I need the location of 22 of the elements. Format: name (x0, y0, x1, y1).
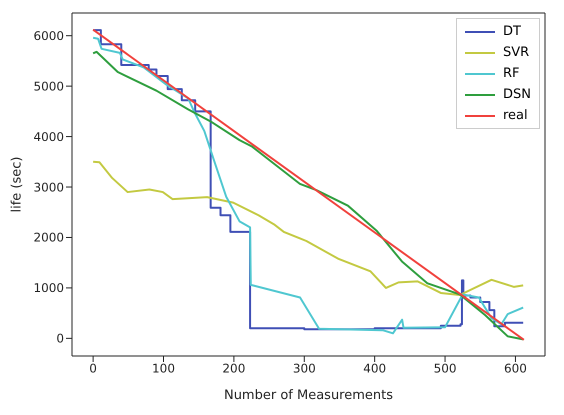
y-tick-label: 0 (56, 332, 64, 346)
y-tick-label: 6000 (33, 28, 64, 43)
y-tick-label: 1000 (33, 281, 64, 296)
legend-label: RF (503, 66, 520, 81)
line-series (92, 160, 524, 296)
x-tick-label: 500 (434, 362, 457, 376)
y-tick-label: 5000 (33, 79, 64, 94)
x-tick-label: 600 (504, 362, 527, 376)
legend-label: DT (503, 24, 521, 39)
x-tick-label: 0 (89, 362, 97, 376)
legend-label: SVR (503, 45, 530, 60)
legend-label: real (503, 108, 528, 123)
legend-label: DSN (503, 87, 531, 102)
x-tick-label: 300 (292, 362, 316, 376)
y-tick-label: 4000 (33, 130, 64, 144)
y-axis-title: life (sec) (10, 156, 25, 212)
x-tick-label: 200 (222, 362, 246, 376)
x-axis-title: Number of Measurements (224, 388, 394, 404)
y-tick-label: 2000 (33, 230, 64, 245)
x-tick-label: 100 (152, 362, 175, 376)
x-tick-label: 400 (363, 362, 386, 376)
y-tick-label: 3000 (33, 180, 64, 194)
